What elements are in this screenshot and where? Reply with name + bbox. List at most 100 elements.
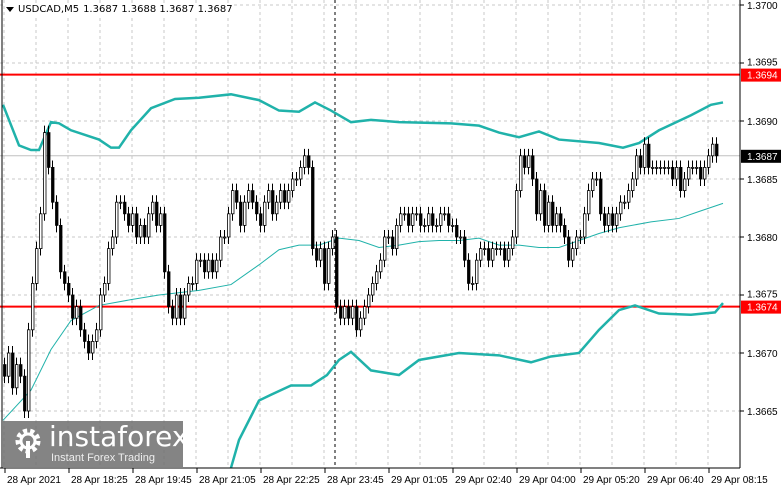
candle — [711, 137, 715, 163]
y-tick-label: 1.3685 — [747, 175, 778, 186]
candle-body-bull — [439, 213, 443, 226]
candle — [363, 299, 367, 326]
candle-body-bull — [655, 166, 659, 169]
candle-body-bull — [555, 213, 559, 226]
candle — [683, 172, 687, 198]
support-resistance-levels: 1.3694 1.3674 1.3687 — [0, 68, 781, 314]
candle — [15, 357, 19, 395]
x-tick-label: 29 Apr 04:00 — [519, 475, 576, 486]
candle — [523, 148, 527, 175]
candle-body-bear — [179, 294, 183, 319]
candle — [591, 172, 595, 198]
candle — [115, 195, 119, 244]
candle — [423, 218, 427, 233]
candle — [271, 183, 275, 221]
candle-body-bull — [547, 201, 551, 226]
candle-body-bull — [31, 282, 35, 331]
candle-body-bull — [15, 364, 19, 389]
candle-body-bull — [187, 282, 191, 296]
x-tick-label: 28 Apr 21:05 — [199, 475, 256, 486]
candle — [319, 241, 323, 268]
candle-body-bull — [299, 166, 303, 180]
candle — [87, 334, 91, 360]
y-tick-label: 1.3700 — [747, 1, 778, 12]
candle — [43, 125, 47, 221]
candle-body-bull — [343, 306, 347, 319]
x-tick-label: 29 Apr 02:40 — [455, 475, 512, 486]
candle — [143, 218, 147, 244]
candle-body-bull — [519, 155, 523, 192]
candle-body-bear — [419, 213, 423, 226]
candle-body-bear — [455, 224, 459, 238]
level-price-badge — [741, 300, 781, 314]
x-tick-label: 29 Apr 05:20 — [583, 475, 640, 486]
candle-body-bull — [435, 224, 439, 227]
candle — [155, 195, 159, 233]
candle — [575, 230, 579, 256]
candle-body-bear — [59, 224, 63, 273]
candle — [307, 148, 311, 175]
candle-body-bull — [575, 236, 579, 250]
candle — [627, 183, 631, 210]
candle — [107, 241, 111, 291]
candle-body-bear — [283, 190, 287, 203]
y-tick-label: 1.3665 — [747, 407, 778, 418]
candle — [643, 137, 647, 175]
candle — [99, 288, 103, 337]
candle-body-bull — [607, 213, 611, 226]
candle — [23, 369, 27, 418]
candle-body-bull — [147, 213, 151, 238]
candle-body-bull — [279, 190, 283, 203]
candle-body-bear — [3, 364, 7, 377]
candle-body-bull — [175, 294, 179, 319]
candle — [607, 206, 611, 233]
time-axis: 28 Apr 2021 28 Apr 18:25 28 Apr 19:45 28 Ap… — [4, 468, 768, 486]
x-tick-label: 29 Apr 06:40 — [647, 475, 704, 486]
candle-body-bull — [319, 248, 323, 261]
candle — [215, 253, 219, 279]
candle — [67, 276, 71, 302]
candle — [515, 183, 519, 244]
candle-body-bull — [7, 352, 11, 377]
candle-body-bear — [543, 190, 547, 226]
candle — [359, 311, 363, 337]
candle — [247, 183, 251, 210]
candle-body-bull — [303, 155, 307, 168]
candle-body-bear — [203, 259, 207, 273]
candle — [387, 230, 391, 244]
candle — [207, 253, 211, 279]
candle — [611, 206, 615, 233]
candle-body-bear — [391, 236, 395, 250]
candle-body-bear — [407, 213, 411, 226]
candle-body-bull — [131, 213, 135, 226]
candle — [651, 160, 655, 175]
candle — [491, 241, 495, 268]
candle-body-bear — [679, 166, 683, 191]
dropdown-triangle-icon[interactable] — [6, 7, 14, 12]
y-tick-label: 1.3675 — [747, 290, 778, 301]
candle-body-bull — [691, 166, 695, 169]
candle-body-bear — [167, 271, 171, 307]
candle — [559, 206, 563, 233]
chart-title: USDCAD,M5 1.3687 1.3688 1.3687 1.3687 — [6, 4, 233, 15]
candle — [111, 230, 115, 256]
candle — [91, 334, 95, 360]
candle — [231, 183, 235, 221]
candle — [695, 160, 699, 175]
candle — [183, 288, 187, 326]
candle-body-bear — [463, 236, 467, 261]
candle — [199, 253, 203, 268]
candle — [707, 148, 711, 175]
candle-body-bull — [591, 178, 595, 191]
candle — [435, 218, 439, 233]
candle-body-bear — [51, 166, 55, 203]
candle — [103, 276, 107, 302]
candle-body-bull — [643, 143, 647, 168]
candle — [351, 299, 355, 326]
candle-body-bear — [347, 306, 351, 319]
candle-body-bull — [215, 259, 219, 273]
x-tick-label: 29 Apr 08:15 — [711, 475, 768, 486]
candle — [19, 357, 23, 384]
candle-body-bull — [595, 178, 599, 181]
